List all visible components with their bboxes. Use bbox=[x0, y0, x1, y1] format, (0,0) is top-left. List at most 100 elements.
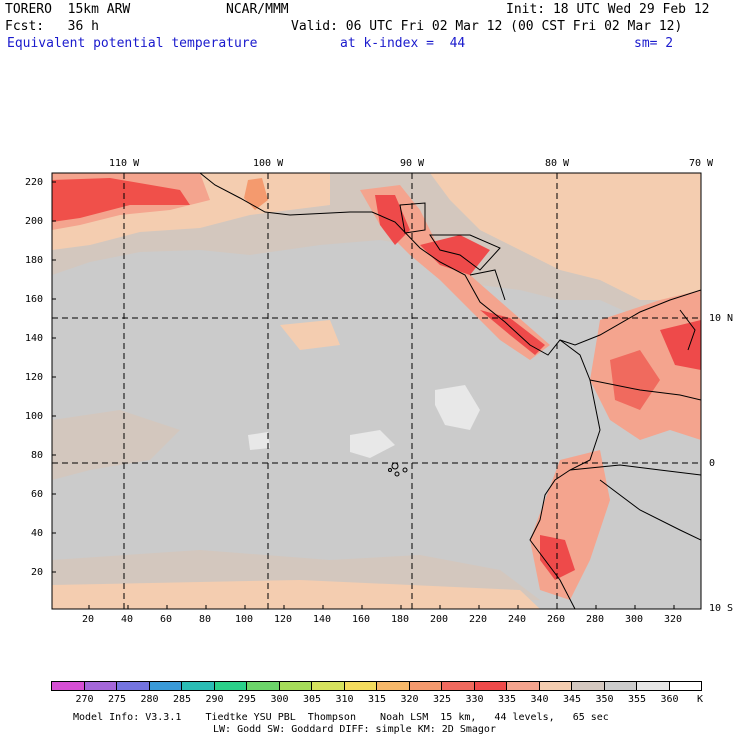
init-time: Init: 18 UTC Wed 29 Feb 12 bbox=[506, 2, 710, 17]
red-core-northwest bbox=[52, 178, 190, 222]
colorbar-label: 355 bbox=[627, 694, 647, 705]
colorbar-unit: K bbox=[697, 694, 704, 705]
colorbar-swatch bbox=[83, 681, 117, 691]
colorbar-label: 335 bbox=[497, 694, 517, 705]
y-tick: 220 bbox=[25, 177, 44, 188]
colorbar-swatch bbox=[603, 681, 637, 691]
x-tick: 260 bbox=[547, 614, 566, 625]
x-tick: 80 bbox=[199, 614, 212, 625]
colorbar-label: 270 bbox=[75, 694, 94, 705]
x-tick: 120 bbox=[274, 614, 293, 625]
colorbar-label: 290 bbox=[205, 694, 224, 705]
colorbar-label: 345 bbox=[562, 694, 582, 705]
white-patch-1 bbox=[435, 385, 480, 430]
colorbar-swatch bbox=[116, 681, 150, 691]
y-tick: 40 bbox=[31, 528, 44, 539]
colorbar-swatch bbox=[181, 681, 215, 691]
lat-label-10n: 10 N bbox=[709, 313, 734, 324]
colorbar-swatch bbox=[278, 681, 312, 691]
lon-label-70w: 70 W bbox=[689, 158, 714, 169]
y-tick: 160 bbox=[25, 294, 44, 305]
lon-label-80w: 80 W bbox=[545, 158, 570, 169]
colorbar-label: 350 bbox=[595, 694, 614, 705]
colorbar-label: 275 bbox=[107, 694, 127, 705]
y-tick: 180 bbox=[25, 255, 44, 266]
orange-spot bbox=[244, 178, 268, 210]
white-patch-3 bbox=[248, 432, 270, 450]
colorbar-label: 360 bbox=[660, 694, 679, 705]
colorbar-swatch bbox=[668, 681, 702, 691]
colorbar-swatch bbox=[376, 681, 410, 691]
white-patch-2 bbox=[350, 430, 395, 458]
axis-ticks bbox=[52, 181, 675, 609]
colorbar-label: 280 bbox=[140, 694, 159, 705]
red-guatemala bbox=[375, 195, 410, 245]
colorbar-swatch bbox=[538, 681, 572, 691]
x-tick: 220 bbox=[469, 614, 488, 625]
x-tick: 60 bbox=[160, 614, 173, 625]
colorbar-swatch bbox=[408, 681, 442, 691]
x-tick: 100 bbox=[235, 614, 254, 625]
y-tick: 80 bbox=[31, 450, 44, 461]
theta-e-field bbox=[52, 173, 701, 609]
colorbar-swatch bbox=[343, 681, 377, 691]
lat-label-10s: 10 S bbox=[709, 603, 734, 614]
light-salmon-patch bbox=[280, 320, 340, 350]
colorbar-swatch bbox=[148, 681, 182, 691]
x-tick: 140 bbox=[313, 614, 332, 625]
field-name: Equivalent potential temperature bbox=[7, 36, 258, 51]
colorbar-swatch bbox=[571, 681, 605, 691]
valid-time: Valid: 06 UTC Fri 02 Mar 12 (00 CST Fri … bbox=[291, 19, 683, 34]
colorbar-swatch bbox=[473, 681, 507, 691]
lat-lon-grid bbox=[52, 173, 701, 609]
light-salmon-caribbean bbox=[430, 173, 701, 300]
y-tick: 200 bbox=[25, 216, 44, 227]
colorbar-swatch bbox=[311, 681, 345, 691]
y-tick: 120 bbox=[25, 372, 44, 383]
colorbar-swatch bbox=[506, 681, 540, 691]
lon-label-110w: 110 W bbox=[109, 158, 140, 169]
y-tick: 140 bbox=[25, 333, 44, 344]
x-tick: 180 bbox=[391, 614, 410, 625]
x-tick: 240 bbox=[508, 614, 527, 625]
model-info: Model Info: V3.3.1 Tiedtke YSU PBL Thomp… bbox=[73, 712, 609, 723]
light-salmon-south bbox=[52, 580, 540, 609]
forecast-hour: Fcst: 36 h bbox=[5, 19, 99, 34]
x-tick: 320 bbox=[664, 614, 683, 625]
colorbar-label: 300 bbox=[270, 694, 289, 705]
colorbar-swatch bbox=[636, 681, 670, 691]
colorbar-label: 315 bbox=[367, 694, 387, 705]
organization: NCAR/MMM bbox=[226, 2, 289, 17]
x-tick: 200 bbox=[430, 614, 449, 625]
x-tick: 280 bbox=[586, 614, 605, 625]
x-tick: 160 bbox=[352, 614, 371, 625]
x-tick: 40 bbox=[121, 614, 134, 625]
coastlines bbox=[199, 173, 701, 609]
colorbar-swatch bbox=[441, 681, 475, 691]
physics-info: LW: Godd SW: Goddard DIFF: simple KM: 2D… bbox=[213, 724, 496, 735]
red-venezuela bbox=[660, 320, 701, 370]
colorbar-label: 295 bbox=[237, 694, 257, 705]
y-tick: 60 bbox=[31, 489, 44, 500]
colorbar-label: 310 bbox=[335, 694, 354, 705]
lon-label-90w: 90 W bbox=[400, 158, 425, 169]
level-index: at k-index = 44 bbox=[340, 36, 466, 51]
colorbar-label: 325 bbox=[432, 694, 452, 705]
colorbar-label: 305 bbox=[302, 694, 322, 705]
y-tick: 20 bbox=[31, 567, 44, 578]
model-title: TORERO 15km ARW bbox=[5, 2, 131, 17]
colorbar-swatch bbox=[246, 681, 280, 691]
colorbar-swatch bbox=[213, 681, 247, 691]
colorbar-swatch bbox=[51, 681, 85, 691]
lat-label-0: 0 bbox=[709, 458, 716, 469]
map-frame bbox=[51, 172, 702, 610]
y-tick: 100 bbox=[25, 411, 44, 422]
colorbar-label: 320 bbox=[400, 694, 419, 705]
x-tick: 300 bbox=[625, 614, 644, 625]
red-andes-north bbox=[610, 350, 660, 410]
colorbar-label: 330 bbox=[465, 694, 484, 705]
smoothing: sm= 2 bbox=[634, 36, 674, 51]
colorbar-label: 285 bbox=[172, 694, 192, 705]
lon-label-100w: 100 W bbox=[253, 158, 284, 169]
